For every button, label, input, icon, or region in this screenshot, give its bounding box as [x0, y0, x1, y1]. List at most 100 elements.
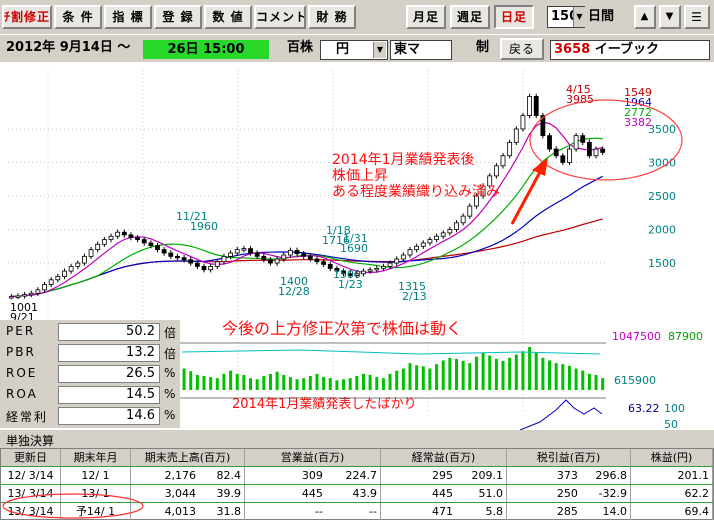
chart-annotation: 1315: [398, 280, 426, 293]
candle-body: [228, 252, 233, 257]
toolbar-button-7[interactable]: 月足: [406, 5, 446, 29]
candle-body: [414, 245, 420, 251]
volume-bar: [355, 376, 359, 390]
table-header: 更新日 期末年月 期末売上高(百万) 営業益(百万) 経常益(百万) 税引益(百万) 株益(…: [1, 449, 713, 466]
candle-body: [42, 284, 47, 291]
column-header: 更新日: [1, 449, 61, 466]
table-cell: -- --: [245, 503, 381, 520]
volume-bar: [481, 352, 485, 390]
candle-body: [135, 237, 140, 240]
volume-bar: [209, 377, 213, 390]
candle-body: [347, 273, 353, 276]
market-field[interactable]: 東マ: [390, 40, 452, 60]
indicator-value: 14.5: [58, 386, 160, 404]
candle-body: [493, 165, 499, 177]
volume-bar: [408, 363, 412, 390]
volume-bar: [554, 363, 558, 390]
scroll-down-button[interactable]: ▼: [659, 5, 681, 29]
toolbar-button-4[interactable]: 数 値: [204, 5, 252, 29]
volume-bar: [435, 364, 439, 390]
candle-body: [95, 243, 101, 251]
volume-bar: [195, 374, 199, 390]
price-tick-label: 3000: [648, 156, 676, 169]
chart-annotation: 1500: [333, 268, 361, 281]
table-title: 単独決算: [6, 434, 55, 448]
volume-bar: [255, 379, 259, 390]
callout-text: 2014年1月業績発表後: [332, 152, 475, 168]
toolbar-button-3[interactable]: 登 録: [154, 5, 202, 29]
candle-body: [155, 245, 160, 251]
candle-body: [175, 255, 180, 259]
candle-body: [88, 249, 94, 257]
callout-text: ある程度業績織り込み済み: [332, 184, 500, 200]
unit-label: 百株: [287, 40, 314, 55]
candle-body: [374, 268, 380, 271]
candle-body: [387, 262, 393, 267]
volume-bar: [342, 379, 346, 390]
table-cell: 13/ 3/14: [1, 503, 61, 520]
scroll-up-button[interactable]: ▲: [634, 5, 656, 29]
table-row: 13/ 3/14 予14/ 1 4,013 31.8 -- -- 471 5.8 285 14.0…: [1, 502, 713, 520]
volume-bar: [368, 374, 372, 390]
table-cell: 201.1: [631, 467, 713, 484]
volume-bar: [461, 360, 465, 390]
candle-body: [361, 270, 366, 275]
osc-label: 63.22: [628, 402, 660, 415]
stock-field[interactable]: 3658 イーブック: [550, 40, 710, 60]
chart-annotation: 12/28: [278, 285, 310, 298]
price-tick-label: 3500: [648, 123, 676, 136]
volume-bar: [514, 354, 518, 390]
volume-bar: [182, 368, 186, 390]
column-header: 期末年月: [61, 449, 131, 466]
back-button[interactable]: 戻る: [500, 38, 544, 60]
chart-annotation: 1400: [280, 275, 308, 288]
volume-bar: [415, 365, 419, 390]
candle-body: [148, 242, 154, 247]
chevron-down-icon[interactable]: ▼: [573, 7, 585, 27]
menu-icon[interactable]: ☰: [684, 5, 710, 29]
volume-bar: [567, 365, 571, 390]
candle-body: [547, 135, 552, 150]
toolbar-button-6[interactable]: 財 務: [308, 5, 356, 29]
volume-ma-line: [181, 349, 601, 355]
candle-body: [367, 269, 373, 272]
arrow-head-icon: [532, 158, 548, 176]
volume-bar: [335, 380, 339, 390]
candle-body: [241, 248, 247, 251]
toolbar-button-1[interactable]: 条 件: [54, 5, 102, 29]
candle-body: [381, 266, 386, 269]
toolbar-button-9[interactable]: 日足: [494, 5, 534, 29]
table-cell: 295 209.1: [381, 467, 507, 484]
toolbar-button-8[interactable]: 週足: [450, 5, 490, 29]
volume-bar: [534, 352, 538, 390]
toolbar-button-2[interactable]: 指 標: [104, 5, 152, 29]
toolbar-button-0[interactable]: ﾁ割修正: [2, 5, 52, 29]
candle-body: [115, 231, 121, 237]
candle-body: [440, 232, 446, 237]
volume-bar: [268, 373, 272, 390]
candle-body: [22, 294, 28, 297]
indicator-label: PBR: [6, 345, 36, 359]
period-value: 150: [551, 9, 579, 24]
currency-select[interactable]: 円 ▼: [320, 40, 388, 60]
volume-bar: [215, 378, 219, 390]
toolbar-button-5[interactable]: コメント: [254, 5, 306, 29]
table-cell: 285 14.0: [507, 503, 631, 520]
price-chart[interactable]: 3500300025002000150015491964277233824/15…: [0, 62, 714, 430]
date-to[interactable]: 26日 15:00: [143, 40, 269, 59]
candle-body: [593, 148, 599, 157]
indicator-unit: %: [164, 387, 176, 401]
volume-bar: [375, 377, 379, 390]
table-cell: 62.2: [631, 485, 713, 502]
candle-body: [301, 253, 307, 257]
candle-body: [128, 234, 134, 238]
volume-bar: [308, 376, 312, 390]
volume-bar: [548, 360, 552, 390]
candle-body: [161, 249, 167, 254]
price-tick-label: 1500: [648, 257, 676, 270]
chevron-down-icon[interactable]: ▼: [373, 42, 386, 58]
chart-annotation: 11/21: [176, 210, 208, 223]
candle-body: [500, 155, 506, 167]
candle-body: [407, 249, 413, 256]
indicator-label: 経常利: [6, 410, 49, 424]
